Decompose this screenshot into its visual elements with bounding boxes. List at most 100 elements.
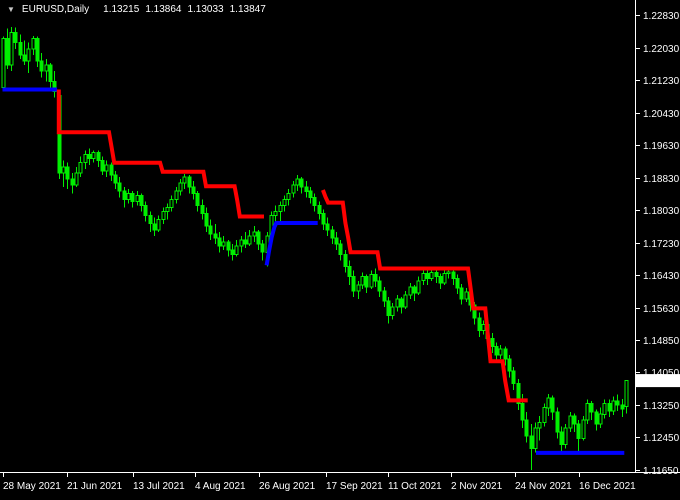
candle (148, 211, 153, 232)
candle (74, 166, 79, 188)
candle (156, 215, 161, 232)
candle (438, 273, 443, 289)
candle (204, 207, 209, 232)
price-axis-label: 1.14050 (643, 368, 680, 379)
date-axis-label: 16 Dec 2021 (579, 481, 636, 492)
candle (96, 150, 101, 167)
candle (91, 150, 96, 163)
candle (1, 36, 6, 92)
candle (429, 268, 434, 281)
candle (321, 209, 326, 230)
price-axis-label: 1.22030 (643, 44, 680, 55)
time-axis[interactable] (0, 473, 680, 500)
chart-menu-arrow-icon[interactable]: ▼ (7, 5, 15, 14)
candle (282, 195, 287, 212)
candle (369, 270, 374, 289)
candle (239, 236, 244, 253)
candle (230, 244, 235, 261)
price-axis-label: 1.15630 (643, 304, 680, 315)
candle (208, 219, 213, 241)
date-axis-label: 13 Jul 2021 (133, 481, 185, 492)
candle (221, 236, 226, 251)
candle (542, 403, 547, 427)
candle (602, 399, 607, 419)
candle (109, 162, 114, 181)
candle (338, 240, 343, 261)
date-axis-label: 11 Oct 2021 (388, 481, 442, 492)
candle (550, 395, 555, 420)
candle (386, 297, 391, 324)
price-axis-label: 1.12450 (643, 433, 680, 444)
candle (195, 191, 200, 212)
ohlc-high: 1.13864 (145, 4, 182, 15)
candle (31, 35, 36, 55)
candle (304, 181, 309, 198)
ohlc-open: 1.13215 (103, 4, 140, 15)
candle (455, 274, 460, 294)
price-axis[interactable] (636, 0, 680, 472)
price-axis-label: 1.22830 (643, 11, 680, 22)
candle (295, 174, 300, 192)
candle (312, 193, 317, 212)
candle (524, 411, 529, 443)
candle (408, 282, 413, 300)
candle (334, 231, 339, 251)
ohlc-low: 1.13033 (187, 4, 224, 15)
candle (351, 270, 356, 297)
date-axis-label: 21 Jun 2021 (67, 481, 122, 492)
candle (13, 27, 18, 49)
candle (278, 201, 283, 222)
candle (494, 342, 499, 362)
candle (83, 150, 88, 169)
candle (459, 284, 464, 305)
candle (122, 187, 127, 208)
trend-stop-red-segment (321, 189, 528, 403)
candle (113, 170, 118, 190)
candle (213, 223, 218, 245)
trend-stop-red-segment (56, 89, 264, 219)
candle (442, 270, 447, 285)
candle (529, 424, 534, 470)
candle (607, 399, 612, 418)
candle (5, 28, 10, 70)
candle (395, 295, 400, 312)
chart-symbol-period: EURUSD,Daily (21, 4, 90, 15)
candle (187, 174, 192, 194)
candle (464, 288, 469, 302)
candle (9, 26, 14, 72)
candle (61, 160, 66, 188)
current-price-value: 1.13847 (641, 376, 678, 387)
candle (624, 379, 629, 414)
candle (498, 345, 503, 359)
candle (100, 156, 105, 175)
chart-area[interactable] (0, 0, 635, 472)
candle (559, 426, 564, 454)
date-axis-label: 17 Sep 2021 (326, 481, 383, 492)
candle (434, 270, 439, 283)
date-axis-label: 2 Nov 2021 (451, 481, 503, 492)
candle (291, 181, 296, 198)
ohlc-close: 1.13847 (229, 4, 266, 15)
candle (308, 187, 313, 204)
candle (152, 217, 157, 236)
price-axis-label: 1.18830 (643, 174, 680, 185)
candle (299, 177, 304, 194)
candle (399, 297, 404, 314)
price-axis-label: 1.16430 (643, 271, 680, 282)
candle (169, 195, 174, 212)
price-axis-label: 1.21230 (643, 76, 680, 87)
candle (421, 269, 426, 285)
price-axis-label: 1.20430 (643, 109, 680, 120)
candle (182, 174, 187, 190)
candle (256, 229, 261, 251)
candle (343, 250, 348, 273)
price-axis-label: 1.19630 (643, 141, 680, 152)
candle (382, 286, 387, 308)
candle (165, 203, 170, 220)
candle (117, 177, 122, 198)
candle (507, 354, 512, 378)
candle (511, 367, 516, 390)
candle (65, 162, 70, 190)
date-axis-label: 26 Aug 2021 (259, 481, 316, 492)
